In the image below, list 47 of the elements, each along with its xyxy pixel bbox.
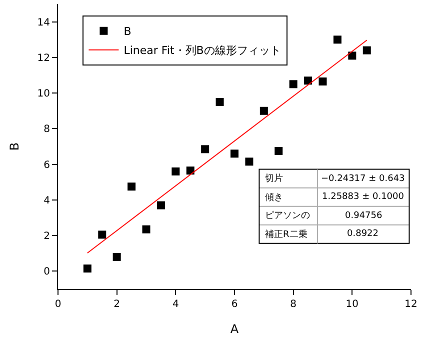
y-tick-label: 4 xyxy=(44,195,50,206)
point xyxy=(156,201,165,210)
point xyxy=(245,158,254,166)
point xyxy=(112,252,121,261)
annotation: 傾き xyxy=(265,192,283,203)
point xyxy=(172,167,180,176)
x-tick-label: 6 xyxy=(231,299,238,310)
point xyxy=(348,52,356,60)
point xyxy=(230,150,238,158)
y-tick-label: 10 xyxy=(37,88,50,100)
point xyxy=(318,77,327,86)
point xyxy=(98,230,106,239)
x-tick-label: 4 xyxy=(172,299,179,310)
annotation: ピアソンの xyxy=(265,210,310,221)
point xyxy=(260,106,268,115)
legend-label: Linear Fit・列Bの線形フィット xyxy=(124,44,281,58)
point xyxy=(142,225,150,234)
y-axis-title: B xyxy=(8,142,22,151)
annotation: 0.94756 xyxy=(345,211,382,221)
x-axis-title: A xyxy=(230,322,240,336)
legend-label: B xyxy=(124,25,132,38)
y-tick-label: 8 xyxy=(44,124,50,136)
x-tick-label: 8 xyxy=(290,299,297,310)
point xyxy=(362,46,371,54)
point xyxy=(201,145,210,154)
x-tick-label: 10 xyxy=(346,299,359,310)
y-tick-label: 14 xyxy=(37,17,50,28)
annotation: 補正R二乗 xyxy=(265,229,308,240)
point xyxy=(333,36,342,44)
x-tick-label: 0 xyxy=(54,299,62,310)
point xyxy=(216,98,224,106)
annotation: 切片 xyxy=(265,173,283,184)
y-tick-label: 2 xyxy=(44,231,50,242)
y-tick-label: 12 xyxy=(37,52,50,64)
x-tick-label: 2 xyxy=(114,299,120,310)
point xyxy=(186,166,194,175)
annotation: 0.8922 xyxy=(347,229,378,239)
point xyxy=(304,76,312,85)
point xyxy=(128,182,136,191)
annotation: 1.25883 ± 0.1000 xyxy=(322,192,404,202)
y-tick-label: 6 xyxy=(44,160,50,171)
annotation: −0.24317 ± 0.643 xyxy=(321,174,405,184)
y-tick-label: 0 xyxy=(44,266,50,278)
point xyxy=(289,80,298,88)
point xyxy=(274,146,283,155)
x-tick-label: 12 xyxy=(404,299,418,310)
point xyxy=(83,264,92,273)
